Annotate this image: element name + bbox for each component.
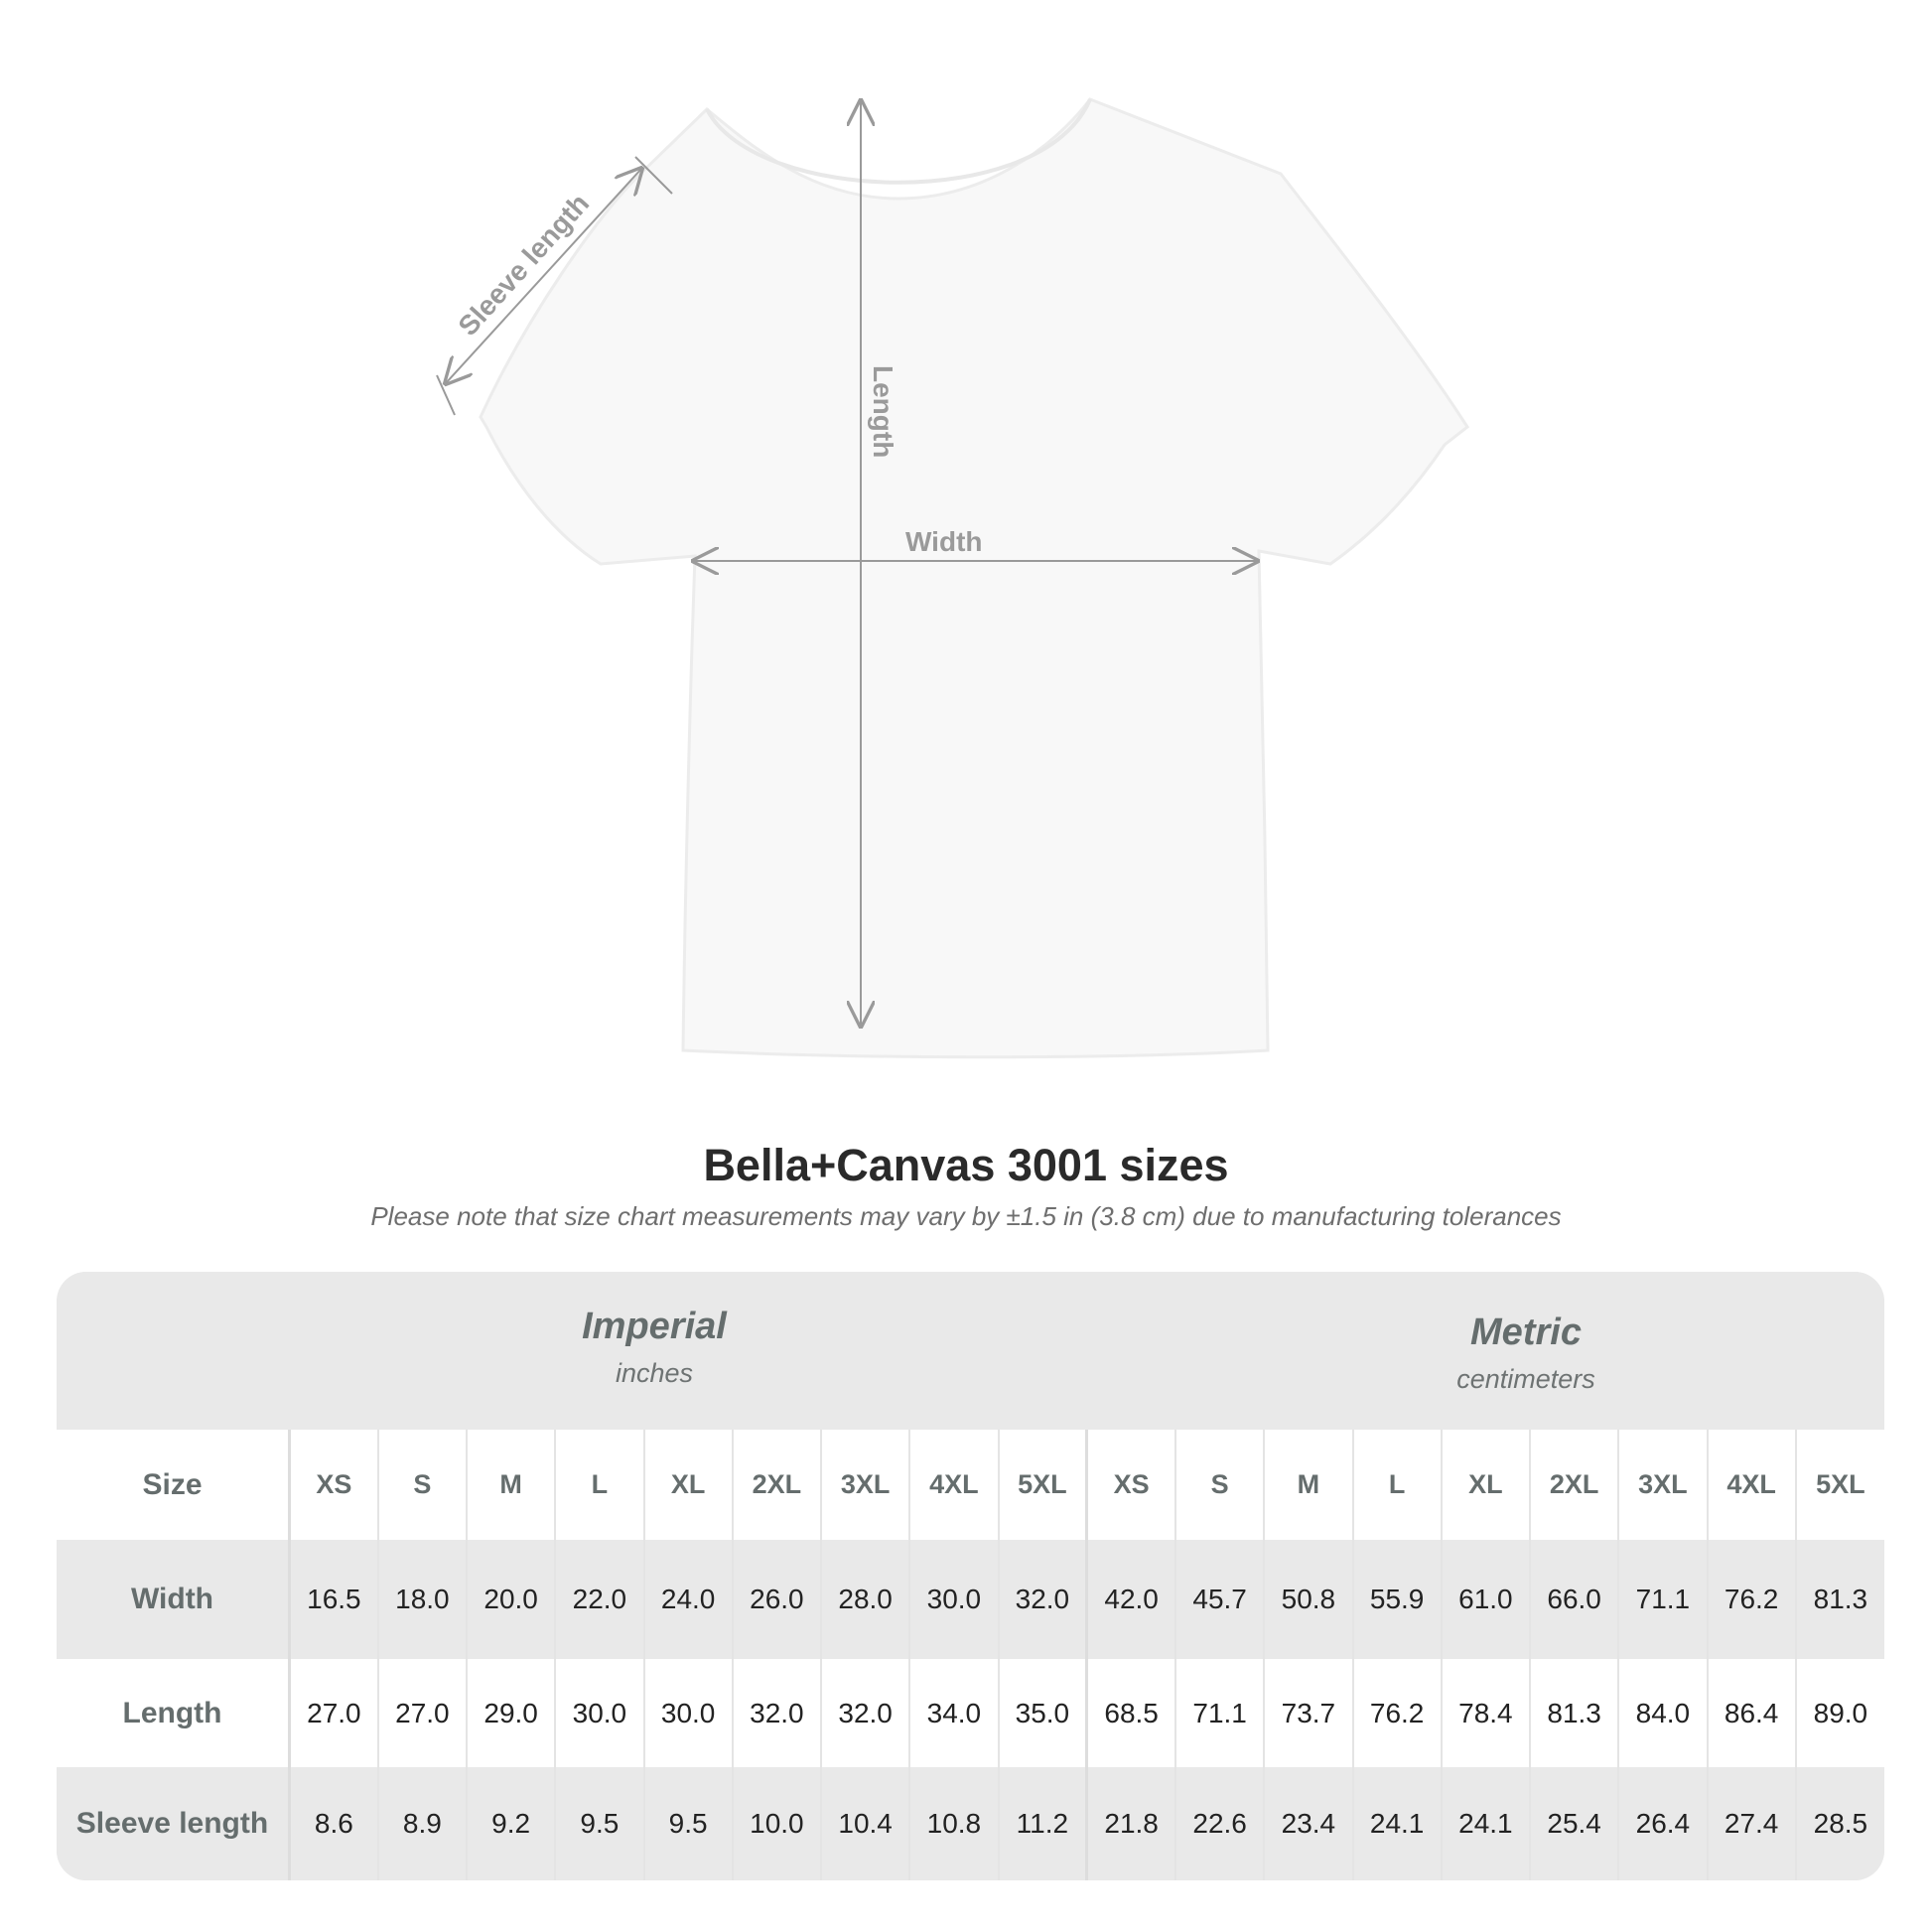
- metric-value: 78.4: [1440, 1659, 1530, 1767]
- imperial-size-l: L: [554, 1430, 644, 1540]
- width-label: Width: [905, 526, 983, 557]
- metric-value: 50.8: [1263, 1540, 1353, 1659]
- metric-size-4xl: 4XL: [1706, 1430, 1796, 1540]
- row-label: Width: [57, 1540, 291, 1659]
- metric-value: 81.3: [1794, 1540, 1884, 1659]
- metric-value: 26.4: [1617, 1767, 1708, 1880]
- metric-size-xl: XL: [1440, 1430, 1530, 1540]
- metric-value: 21.8: [1085, 1767, 1175, 1880]
- sleeve-measure-line: [446, 169, 641, 383]
- metric-size-s: S: [1173, 1430, 1265, 1540]
- metric-unit: centimeters: [1456, 1364, 1595, 1394]
- metric-value: 55.9: [1351, 1540, 1442, 1659]
- imperial-value: 30.0: [554, 1659, 644, 1767]
- imperial-size-2xl: 2XL: [731, 1430, 821, 1540]
- imperial-value: 28.0: [819, 1540, 910, 1659]
- tshirt-collar: [705, 98, 1092, 185]
- imperial-size-3xl: 3XL: [819, 1430, 910, 1540]
- system-header: Imperial inches Metric centimeters: [57, 1272, 1884, 1430]
- size-header-row: Size XS S M L XL 2XL 3XL 4XL 5XL XS S M L XL 2XL 3XL 4XL 5…: [57, 1430, 1884, 1540]
- imperial-size-m: M: [465, 1430, 556, 1540]
- imperial-value: 16.5: [288, 1540, 378, 1659]
- imperial-value: 22.0: [554, 1540, 644, 1659]
- metric-value: 25.4: [1528, 1767, 1619, 1880]
- tshirt-diagram: Sleeve length Length Width: [436, 97, 1470, 1059]
- imperial-value: 10.8: [908, 1767, 999, 1880]
- imperial-value: 9.5: [554, 1767, 644, 1880]
- imperial-value: 30.0: [908, 1540, 999, 1659]
- imperial-value: 32.0: [997, 1540, 1087, 1659]
- table-row: Length 27.0 27.0 29.0 30.0 30.0 32.0 32.0 34.0 35…: [57, 1659, 1884, 1767]
- metric-value: 84.0: [1617, 1659, 1708, 1767]
- imperial-value: 34.0: [908, 1659, 999, 1767]
- metric-size-2xl: 2XL: [1528, 1430, 1619, 1540]
- metric-value: 76.2: [1351, 1659, 1442, 1767]
- length-label: Length: [868, 365, 898, 458]
- metric-header: Metric centimeters: [1178, 1311, 1873, 1395]
- metric-title: Metric: [1470, 1311, 1582, 1353]
- size-label: Size: [57, 1430, 291, 1540]
- metric-value: 61.0: [1440, 1540, 1530, 1659]
- imperial-value: 32.0: [819, 1659, 910, 1767]
- metric-value: 22.6: [1173, 1767, 1265, 1880]
- imperial-value: 9.2: [465, 1767, 556, 1880]
- metric-value: 42.0: [1085, 1540, 1175, 1659]
- tshirt-body: [479, 97, 1470, 1059]
- imperial-value: 32.0: [731, 1659, 821, 1767]
- metric-value: 66.0: [1528, 1540, 1619, 1659]
- imperial-size-xl: XL: [642, 1430, 733, 1540]
- page-title: Bella+Canvas 3001 sizes: [703, 1140, 1229, 1190]
- imperial-title: Imperial: [582, 1306, 727, 1347]
- metric-value: 27.4: [1706, 1767, 1796, 1880]
- metric-value: 73.7: [1263, 1659, 1353, 1767]
- metric-value: 45.7: [1173, 1540, 1265, 1659]
- imperial-value: 27.0: [288, 1659, 378, 1767]
- metric-size-xs: XS: [1085, 1430, 1175, 1540]
- table-row: Sleeve length 8.6 8.9 9.2 9.5 9.5 10.0 10.4 10.8…: [57, 1767, 1884, 1880]
- metric-value: 28.5: [1794, 1767, 1884, 1880]
- imperial-size-4xl: 4XL: [908, 1430, 999, 1540]
- metric-value: 68.5: [1085, 1659, 1175, 1767]
- imperial-value: 20.0: [465, 1540, 556, 1659]
- imperial-size-s: S: [376, 1430, 467, 1540]
- size-table: Imperial inches Metric centimeters Size X…: [57, 1272, 1884, 1880]
- table-row: Width 16.5 18.0 20.0 22.0 24.0 26.0 28.0 30.0 32.…: [57, 1540, 1884, 1659]
- row-label: Length: [57, 1659, 291, 1767]
- metric-value: 71.1: [1617, 1540, 1708, 1659]
- imperial-header: Imperial inches: [307, 1306, 1002, 1389]
- metric-value: 81.3: [1528, 1659, 1619, 1767]
- imperial-value: 29.0: [465, 1659, 556, 1767]
- imperial-value: 24.0: [642, 1540, 733, 1659]
- metric-size-3xl: 3XL: [1617, 1430, 1708, 1540]
- metric-value: 86.4: [1706, 1659, 1796, 1767]
- imperial-value: 8.9: [376, 1767, 467, 1880]
- metric-value: 89.0: [1794, 1659, 1884, 1767]
- metric-size-m: M: [1263, 1430, 1353, 1540]
- size-grid: Size XS S M L XL 2XL 3XL 4XL 5XL XS S M L XL 2XL 3XL 4XL 5…: [57, 1430, 1884, 1880]
- imperial-value: 8.6: [288, 1767, 378, 1880]
- imperial-value: 18.0: [376, 1540, 467, 1659]
- metric-size-5xl: 5XL: [1794, 1430, 1884, 1540]
- metric-value: 24.1: [1440, 1767, 1530, 1880]
- imperial-unit: inches: [615, 1358, 694, 1388]
- imperial-value: 10.4: [819, 1767, 910, 1880]
- imperial-value: 27.0: [376, 1659, 467, 1767]
- imperial-value: 30.0: [642, 1659, 733, 1767]
- metric-value: 23.4: [1263, 1767, 1353, 1880]
- metric-value: 71.1: [1173, 1659, 1265, 1767]
- tolerance-note: Please note that size chart measurements…: [370, 1201, 1562, 1231]
- imperial-size-5xl: 5XL: [997, 1430, 1087, 1540]
- imperial-value: 11.2: [997, 1767, 1087, 1880]
- imperial-value: 35.0: [997, 1659, 1087, 1767]
- imperial-value: 9.5: [642, 1767, 733, 1880]
- imperial-value: 26.0: [731, 1540, 821, 1659]
- metric-size-l: L: [1351, 1430, 1442, 1540]
- metric-value: 24.1: [1351, 1767, 1442, 1880]
- row-label: Sleeve length: [57, 1767, 291, 1880]
- imperial-size-xs: XS: [288, 1430, 378, 1540]
- metric-value: 76.2: [1706, 1540, 1796, 1659]
- imperial-value: 10.0: [731, 1767, 821, 1880]
